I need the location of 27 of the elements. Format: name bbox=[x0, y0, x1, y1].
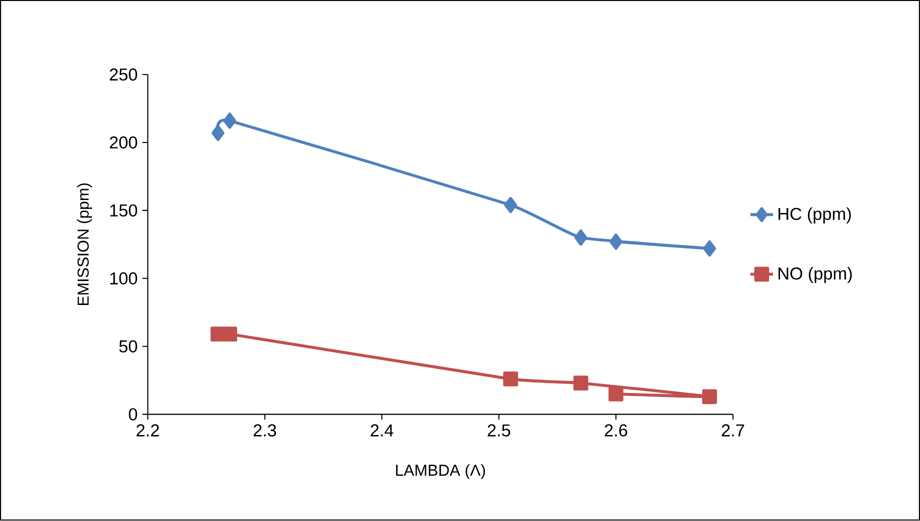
x-tick-label: 2.4 bbox=[370, 424, 394, 437]
point bbox=[574, 230, 588, 246]
point bbox=[573, 376, 588, 391]
point bbox=[702, 389, 717, 404]
point bbox=[503, 372, 518, 387]
x-tick-label: 2.5 bbox=[488, 424, 510, 437]
x-axis-title: LAMBDA (Λ) bbox=[396, 464, 485, 480]
point bbox=[608, 386, 624, 402]
legend-label: NO (ppm) bbox=[778, 267, 852, 284]
y-tick-label: 100 bbox=[110, 272, 138, 285]
x-tick-label: 2.6 bbox=[604, 424, 628, 437]
point bbox=[223, 112, 236, 130]
x-tick-label: 2.3 bbox=[254, 424, 276, 437]
y-tick-label: 50 bbox=[119, 340, 138, 353]
y-tick-label: 0 bbox=[128, 408, 138, 421]
legend-label: HC (ppm) bbox=[778, 208, 851, 224]
point bbox=[504, 197, 518, 214]
point bbox=[703, 240, 716, 257]
point bbox=[222, 326, 238, 342]
x-tick-label: 2.7 bbox=[722, 424, 744, 437]
point bbox=[212, 125, 224, 142]
y-tick-label: 250 bbox=[110, 68, 138, 81]
point bbox=[609, 234, 622, 250]
x-tick-label: 2.2 bbox=[136, 424, 159, 437]
y-tick-label: 150 bbox=[110, 204, 138, 217]
y-tick-label: 200 bbox=[110, 136, 138, 149]
y-axis-title: EMISSION (ppm) bbox=[77, 184, 92, 306]
